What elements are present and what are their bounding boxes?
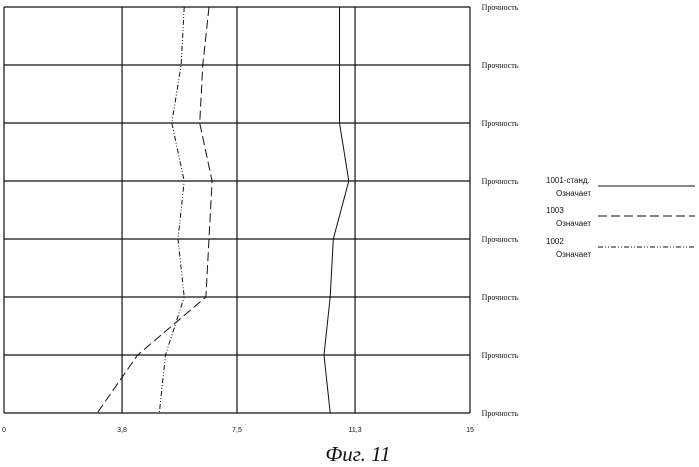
legend-label-1002: 1002 bbox=[546, 237, 564, 246]
legend-desc-1002: Означает bbox=[556, 250, 591, 259]
x-tick-label: 11,3 bbox=[348, 427, 361, 434]
legend-desc-1001: Означает bbox=[556, 189, 591, 198]
figure-caption: Фиг. 11 bbox=[325, 442, 390, 466]
row-label: Прочность bbox=[482, 61, 519, 70]
row-label: Прочность bbox=[482, 235, 519, 244]
row-label: Прочность bbox=[482, 293, 519, 302]
series-line-1002 bbox=[159, 7, 184, 413]
row-label: Прочность bbox=[482, 3, 519, 12]
legend-label-1003: 1003 bbox=[546, 206, 564, 215]
series-layer bbox=[97, 7, 349, 413]
row-labels: Прочность Прочность Прочность Прочность Проч… bbox=[482, 3, 519, 418]
series-line-1003 bbox=[97, 7, 212, 413]
x-tick-label: 15 bbox=[466, 427, 474, 434]
row-label: Прочность bbox=[482, 409, 519, 418]
grid bbox=[4, 7, 470, 413]
x-tick-label: 3,8 bbox=[117, 427, 127, 434]
series-line-1001 bbox=[324, 7, 349, 413]
x-tick-label: 7,5 bbox=[232, 427, 242, 434]
row-label: Прочность bbox=[482, 351, 519, 360]
legend-desc-1003: Означает bbox=[556, 219, 591, 228]
legend-label-1001: 1001-станд. bbox=[546, 176, 590, 185]
row-label: Прочность bbox=[482, 177, 519, 186]
legend: 1001-станд. Означает 1003 Означает 1002 Означ… bbox=[546, 176, 695, 259]
x-tick-labels: 0 3,8 7,5 11,3 15 bbox=[2, 427, 474, 434]
x-tick-label: 0 bbox=[2, 427, 6, 434]
row-label: Прочность bbox=[482, 119, 519, 128]
